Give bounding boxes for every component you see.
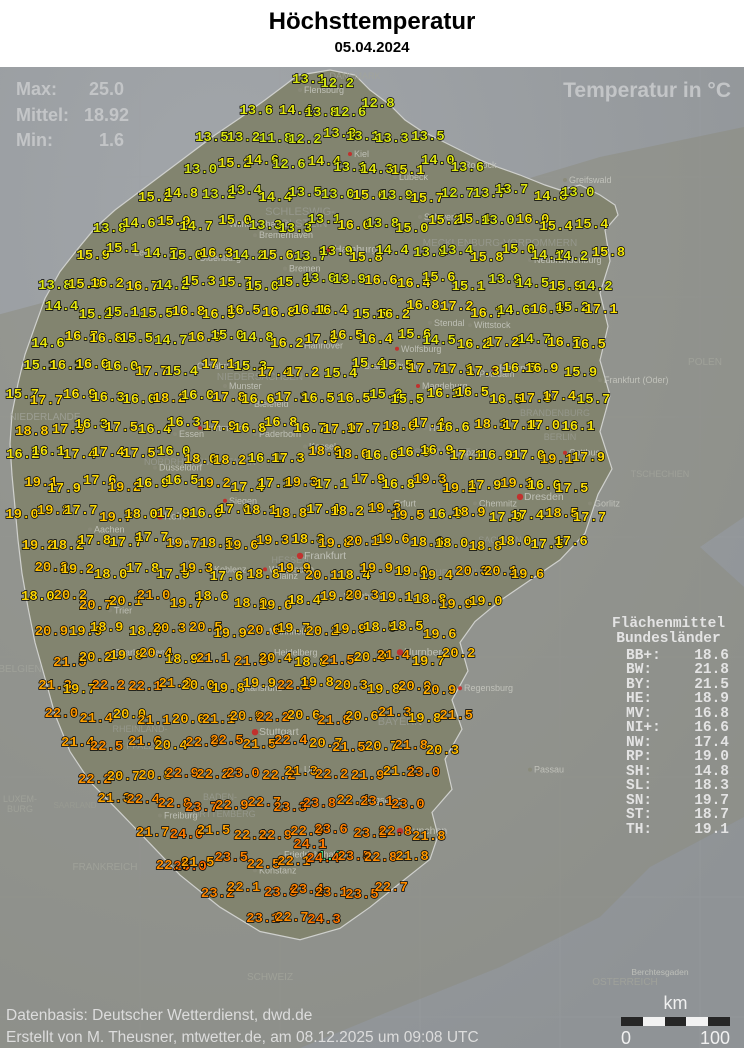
svg-text:Stendal: Stendal bbox=[434, 318, 465, 328]
svg-text:SCHWEIZ: SCHWEIZ bbox=[247, 972, 293, 983]
svg-text:SAARLAND: SAARLAND bbox=[53, 801, 96, 810]
svg-text:Berchtesgaden: Berchtesgaden bbox=[631, 967, 688, 977]
svg-text:Frankfurt (Oder): Frankfurt (Oder) bbox=[604, 375, 669, 385]
svg-text:BURG: BURG bbox=[7, 804, 33, 814]
svg-text:POLEN: POLEN bbox=[688, 357, 722, 368]
svg-text:OSTERREICH: OSTERREICH bbox=[592, 977, 658, 988]
svg-text:Passau: Passau bbox=[534, 765, 564, 775]
svg-text:Regensburg: Regensburg bbox=[464, 683, 513, 693]
svg-text:Kiel: Kiel bbox=[354, 149, 369, 159]
svg-text:Wittstock: Wittstock bbox=[474, 320, 511, 330]
svg-text:TSCHECHIEN: TSCHECHIEN bbox=[631, 469, 690, 479]
svg-text:BELGIEN: BELGIEN bbox=[0, 664, 42, 675]
svg-text:BRANDENBURG: BRANDENBURG bbox=[520, 408, 590, 418]
svg-text:FRANKREICH: FRANKREICH bbox=[72, 862, 137, 873]
svg-text:Gorlitz: Gorlitz bbox=[594, 498, 621, 508]
svg-text:LUXEM-: LUXEM- bbox=[3, 794, 37, 804]
svg-text:Greifswald: Greifswald bbox=[569, 175, 612, 185]
